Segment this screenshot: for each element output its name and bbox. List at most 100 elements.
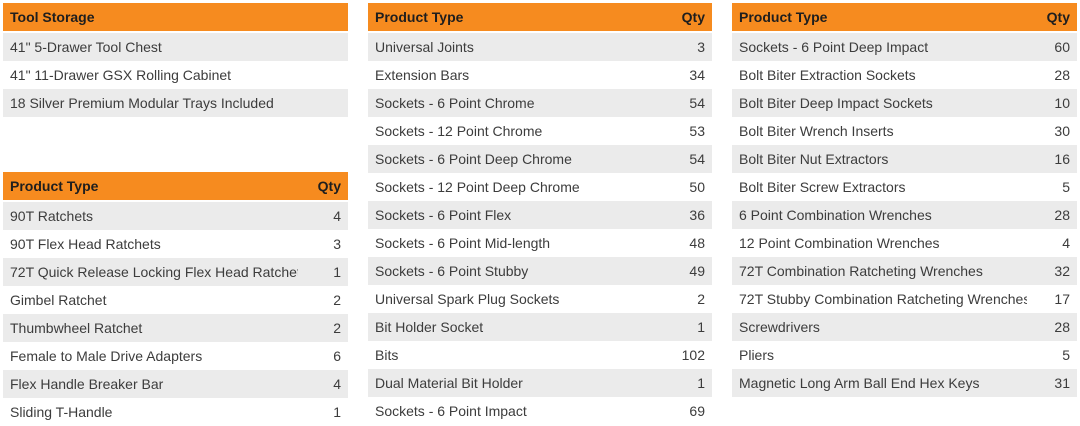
qty-value: 17 (1027, 285, 1077, 313)
product-type: Sockets - 6 Point Flex (368, 201, 652, 229)
product-type: Thumbwheel Ratchet (3, 314, 298, 342)
qty-value: 5 (1027, 341, 1077, 369)
product-type: Sockets - 6 Point Deep Impact (732, 32, 1027, 61)
product-type-header: Product Type (368, 3, 652, 33)
product-type: 72T Quick Release Locking Flex Head Ratc… (3, 258, 298, 286)
storage-item: 41" 11-Drawer GSX Rolling Cabinet (3, 61, 348, 89)
qty-value: 2 (652, 285, 712, 313)
table-row: Bit Holder Socket 1 (368, 313, 712, 341)
product-type: Extension Bars (368, 61, 652, 89)
product-type: 72T Stubby Combination Ratcheting Wrench… (732, 285, 1027, 313)
product-type-header: Product Type (732, 3, 1027, 33)
table-row: Bolt Biter Nut Extractors 16 (732, 145, 1077, 173)
qty-value: 1 (298, 398, 348, 426)
table-header-row: Product Type Qty (732, 3, 1077, 33)
product-type: Bolt Biter Screw Extractors (732, 173, 1027, 201)
product-type: Dual Material Bit Holder (368, 369, 652, 397)
table-row: Bolt Biter Wrench Inserts 30 (732, 117, 1077, 145)
tool-storage-table: Tool Storage 41" 5-Drawer Tool Chest 41"… (3, 3, 348, 117)
table-row: Sliding T-Handle 1 (3, 398, 348, 426)
qty-value: 1 (652, 313, 712, 341)
table-row: Sockets - 12 Point Chrome 53 (368, 117, 712, 145)
qty-value: 49 (652, 257, 712, 285)
table-row: 41" 5-Drawer Tool Chest (3, 32, 348, 61)
qty-value: 48 (652, 229, 712, 257)
tool-storage-header-row: Tool Storage (3, 3, 348, 33)
product-type: Screwdrivers (732, 313, 1027, 341)
qty-value: 2 (298, 314, 348, 342)
table-row: Gimbel Ratchet 2 (3, 286, 348, 314)
product-type-header: Product Type (3, 172, 298, 202)
table-row: Magnetic Long Arm Ball End Hex Keys 31 (732, 369, 1077, 397)
qty-value: 16 (1027, 145, 1077, 173)
tool-storage-header: Tool Storage (3, 3, 348, 33)
product-type: Bolt Biter Wrench Inserts (732, 117, 1027, 145)
table-row: Thumbwheel Ratchet 2 (3, 314, 348, 342)
qty-value: 53 (652, 117, 712, 145)
table-row: Female to Male Drive Adapters 6 (3, 342, 348, 370)
table-row: Extension Bars 34 (368, 61, 712, 89)
product-type: Female to Male Drive Adapters (3, 342, 298, 370)
table-header-row: Product Type Qty (368, 3, 712, 33)
product-table-left: Product Type Qty 90T Ratchets 4 90T Flex … (3, 172, 348, 426)
table-row: Bolt Biter Screw Extractors 5 (732, 173, 1077, 201)
product-type: Universal Spark Plug Sockets (368, 285, 652, 313)
table-row: 90T Flex Head Ratchets 3 (3, 230, 348, 258)
product-type: Sockets - 12 Point Chrome (368, 117, 652, 145)
table-row: Sockets - 6 Point Impact 69 (368, 397, 712, 425)
table-row: Sockets - 6 Point Chrome 54 (368, 89, 712, 117)
qty-value: 54 (652, 89, 712, 117)
table-row: 72T Quick Release Locking Flex Head Ratc… (3, 258, 348, 286)
qty-value: 3 (652, 32, 712, 61)
product-type: Sockets - 6 Point Deep Chrome (368, 145, 652, 173)
product-table-right: Product Type Qty Sockets - 6 Point Deep … (732, 3, 1077, 397)
table-row: 41" 11-Drawer GSX Rolling Cabinet (3, 61, 348, 89)
table-row: Sockets - 6 Point Mid-length 48 (368, 229, 712, 257)
table-row: Sockets - 12 Point Deep Chrome 50 (368, 173, 712, 201)
qty-header: Qty (298, 172, 348, 202)
table-row: 12 Point Combination Wrenches 4 (732, 229, 1077, 257)
product-type: 6 Point Combination Wrenches (732, 201, 1027, 229)
product-type: Sockets - 6 Point Chrome (368, 89, 652, 117)
table-row: Bits 102 (368, 341, 712, 369)
product-type: 90T Flex Head Ratchets (3, 230, 298, 258)
product-type: Bits (368, 341, 652, 369)
qty-header: Qty (1027, 3, 1077, 33)
product-type: Sockets - 6 Point Impact (368, 397, 652, 425)
product-type: Sockets - 6 Point Mid-length (368, 229, 652, 257)
qty-value: 36 (652, 201, 712, 229)
qty-value: 2 (298, 286, 348, 314)
product-type: Bolt Biter Nut Extractors (732, 145, 1027, 173)
qty-value: 28 (1027, 313, 1077, 341)
qty-value: 60 (1027, 32, 1077, 61)
qty-value: 69 (652, 397, 712, 425)
qty-value: 3 (298, 230, 348, 258)
qty-value: 31 (1027, 369, 1077, 397)
table-row: Universal Spark Plug Sockets 2 (368, 285, 712, 313)
qty-value: 10 (1027, 89, 1077, 117)
qty-value: 34 (652, 61, 712, 89)
table-row: Pliers 5 (732, 341, 1077, 369)
table-row: Sockets - 6 Point Deep Chrome 54 (368, 145, 712, 173)
table-row: 72T Combination Ratcheting Wrenches 32 (732, 257, 1077, 285)
qty-value: 28 (1027, 61, 1077, 89)
product-type: Sockets - 6 Point Stubby (368, 257, 652, 285)
storage-item: 18 Silver Premium Modular Trays Included (3, 89, 348, 117)
table-row: 90T Ratchets 4 (3, 201, 348, 230)
table-row: Screwdrivers 28 (732, 313, 1077, 341)
qty-value: 5 (1027, 173, 1077, 201)
table-row: Flex Handle Breaker Bar 4 (3, 370, 348, 398)
table-row: Universal Joints 3 (368, 32, 712, 61)
product-type: 12 Point Combination Wrenches (732, 229, 1027, 257)
qty-value: 4 (298, 201, 348, 230)
table-row: 72T Stubby Combination Ratcheting Wrench… (732, 285, 1077, 313)
qty-value: 30 (1027, 117, 1077, 145)
table-row: Bolt Biter Deep Impact Sockets 10 (732, 89, 1077, 117)
table-row: 18 Silver Premium Modular Trays Included (3, 89, 348, 117)
qty-value: 54 (652, 145, 712, 173)
qty-value: 102 (652, 341, 712, 369)
qty-value: 28 (1027, 201, 1077, 229)
qty-value: 6 (298, 342, 348, 370)
product-type: Sockets - 12 Point Deep Chrome (368, 173, 652, 201)
product-type: 72T Combination Ratcheting Wrenches (732, 257, 1027, 285)
